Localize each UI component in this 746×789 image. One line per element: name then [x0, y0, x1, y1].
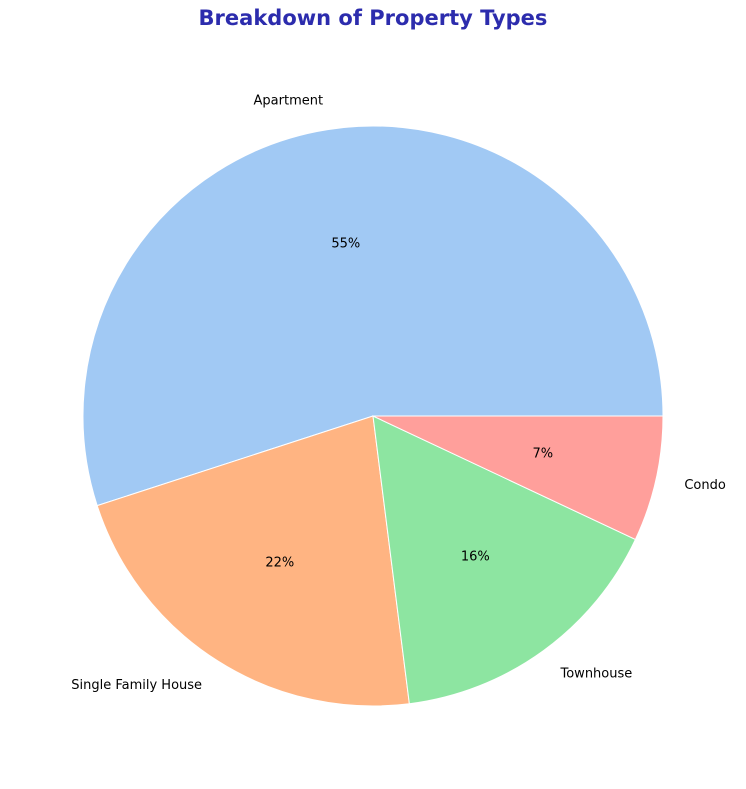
pie-slice-single-family-house: [96, 415, 410, 707]
slice-percent-single-family-house: 22%: [265, 555, 294, 570]
slice-label-single-family-house: Single Family House: [71, 678, 202, 693]
pie-slice-apartment: [82, 125, 664, 507]
pie-slice-condo: [372, 415, 664, 541]
pie-labels: Apartment 55% Single Family House 22% Townho…: [71, 93, 726, 692]
slice-percent-townhouse: 16%: [461, 549, 490, 564]
chart-title: Breakdown of Property Types: [198, 6, 548, 30]
slice-label-townhouse: Townhouse: [560, 667, 633, 682]
slice-label-apartment: Apartment: [254, 93, 324, 108]
slice-label-condo: Condo: [684, 478, 726, 493]
slice-percent-condo: 7%: [532, 446, 553, 461]
pie-slices: [82, 125, 664, 707]
slice-percent-apartment: 55%: [331, 237, 360, 252]
pie-slice-townhouse: [372, 415, 637, 705]
